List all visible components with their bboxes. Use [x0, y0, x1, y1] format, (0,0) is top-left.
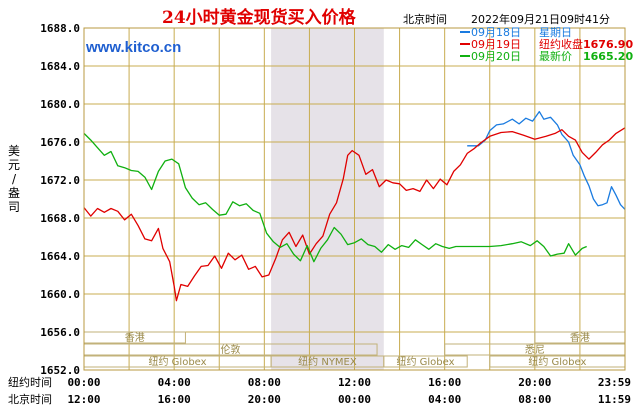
- market-label: 纽约 Globex: [528, 355, 586, 368]
- series-line-3: [83, 132, 587, 263]
- y-tick-label: 1688.0: [40, 22, 80, 35]
- y-tick-label: 1652.0: [40, 364, 80, 377]
- chart-grid: [83, 27, 626, 371]
- x-tick-label: 00:00: [67, 376, 100, 389]
- market-label: 纽约 Globex: [149, 355, 207, 368]
- x-tick-label: 12:00: [338, 376, 371, 389]
- x-axis-ticks: 纽约时间 00:00 04:00 08:00 12:00 16:00 20:00 23:59 北…: [8, 375, 631, 406]
- legend-entry: 09月19日: [471, 38, 521, 51]
- x-tick-label: 20:00: [518, 376, 551, 389]
- y-label-char: /: [12, 172, 17, 186]
- x-tick-label: 20:00: [248, 393, 281, 406]
- header-time-value: 2022年09月21日09时41分: [471, 12, 610, 26]
- market-label: 伦敦: [221, 343, 241, 356]
- website-watermark: www.kitco.cn: [85, 39, 181, 56]
- x-tick-label: 12:00: [67, 393, 100, 406]
- market-label: 香港: [570, 332, 590, 344]
- series-line-2: [83, 127, 626, 302]
- market-hours-band: [271, 28, 384, 370]
- legend-entry: 09月18日: [471, 26, 521, 39]
- market-label: 纽约 NYMEX: [298, 355, 357, 368]
- x-row-label: 纽约时间: [8, 375, 52, 389]
- nymex-shaded-band: [271, 28, 384, 370]
- x-tick-label: 04:00: [158, 376, 191, 389]
- x-tick-label: 04:00: [428, 393, 461, 406]
- y-label-char: 美: [8, 144, 20, 158]
- y-axis-label: 美元/盎司: [8, 144, 20, 214]
- chart-title: 24小时黄金现货买入价格: [162, 7, 357, 28]
- market-bar: [383, 355, 468, 368]
- x-tick-label: 16:00: [158, 393, 191, 406]
- y-tick-label: 1668.0: [40, 212, 80, 225]
- x-tick-label: 23:59: [598, 376, 631, 389]
- y-label-char: 盎: [8, 186, 20, 200]
- market-label: 香港: [125, 332, 145, 344]
- x-tick-label: 11:59: [598, 393, 631, 406]
- plot-frame: [83, 27, 626, 371]
- legend-info-value: 1665.20: [583, 50, 633, 63]
- legend-info-label: 星期日: [539, 26, 572, 39]
- y-tick-label: 1664.0: [40, 250, 80, 263]
- legend-info-label: 纽约收盘: [539, 37, 583, 51]
- x-tick-label: 00:00: [338, 393, 371, 406]
- y-tick-label: 1684.0: [40, 60, 80, 73]
- header-time-label: 北京时间: [403, 12, 447, 26]
- y-tick-label: 1660.0: [40, 288, 80, 301]
- market-label: 纽约 Globex: [396, 355, 454, 368]
- x-tick-label: 16:00: [428, 376, 461, 389]
- y-label-char: 元: [8, 158, 20, 172]
- price-series: [83, 110, 626, 302]
- legend-info-label: 最新价: [539, 49, 572, 63]
- y-axis-ticks: 1688.0 1684.0 1680.0 1676.0 1672.0 1668.0 1664…: [40, 22, 80, 377]
- y-label-char: 司: [8, 200, 20, 214]
- x-row-label: 北京时间: [8, 392, 52, 406]
- x-tick-label: 08:00: [518, 393, 551, 406]
- legend-info-value: 1676.90: [583, 38, 633, 51]
- chart-legend: 09月18日 星期日 09月19日 纽约收盘 1676.90 09月20日 最新价 1665.…: [460, 26, 633, 63]
- y-tick-label: 1672.0: [40, 174, 80, 187]
- x-tick-label: 08:00: [248, 376, 281, 389]
- y-tick-label: 1676.0: [40, 136, 80, 149]
- series-line-1: [467, 110, 626, 210]
- y-tick-label: 1680.0: [40, 98, 80, 111]
- y-tick-label: 1656.0: [40, 326, 80, 339]
- market-label: 悉尼: [525, 344, 545, 356]
- legend-entry: 09月20日: [471, 50, 521, 63]
